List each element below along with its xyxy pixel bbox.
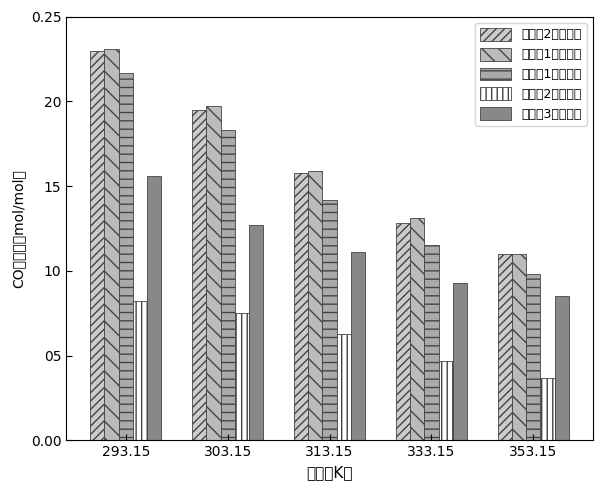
Bar (192, 110, 206, 440)
Bar (396, 223, 410, 440)
Bar (336, 334, 351, 440)
Bar (147, 176, 161, 440)
Bar (323, 200, 336, 440)
Bar (410, 218, 424, 440)
Bar (498, 254, 512, 440)
Bar (308, 171, 323, 440)
Bar (424, 246, 439, 440)
Bar (351, 252, 365, 440)
Bar (526, 274, 541, 440)
Bar (554, 297, 569, 440)
Bar (249, 225, 263, 440)
Bar (453, 283, 467, 440)
Bar (294, 173, 308, 440)
Bar (512, 254, 526, 440)
Bar (118, 73, 133, 440)
Bar (220, 130, 235, 440)
Legend: 实施例2制备材料, 实施例1制备材料, 对比例1制备材料, 对比例2制备材料, 对比例3制备材料: 实施例2制备材料, 实施例1制备材料, 对比例1制备材料, 对比例2制备材料, … (475, 23, 586, 126)
Bar (133, 301, 147, 440)
Bar (235, 313, 249, 440)
Bar (104, 49, 118, 440)
Bar (90, 51, 104, 440)
Y-axis label: CO吸附量（mol/mol）: CO吸附量（mol/mol） (11, 169, 25, 288)
Bar (206, 107, 220, 440)
Bar (541, 378, 554, 440)
X-axis label: 温度（K）: 温度（K） (306, 465, 353, 480)
Bar (439, 361, 453, 440)
